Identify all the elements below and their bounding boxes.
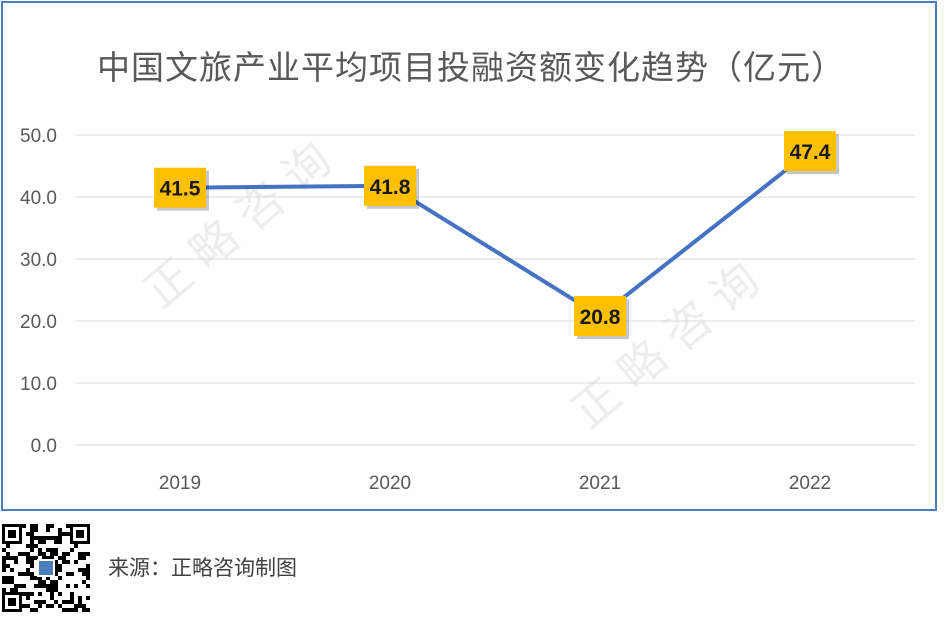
x-tick-label: 2019 bbox=[159, 473, 201, 494]
data-label-box bbox=[154, 167, 206, 208]
data-label-text: 47.4 bbox=[790, 141, 831, 164]
y-tick-label: 0.0 bbox=[31, 436, 57, 457]
watermark-text: 正略咨询 bbox=[561, 243, 780, 439]
y-tick-label: 30.0 bbox=[20, 250, 57, 271]
data-label: 41.5 bbox=[154, 167, 209, 211]
y-tick-label: 50.0 bbox=[20, 126, 57, 147]
data-label-box bbox=[574, 296, 626, 337]
x-tick-label: 2020 bbox=[369, 473, 411, 494]
watermark-text: 正略咨询 bbox=[133, 123, 352, 319]
source-text: 来源：正略咨询制图 bbox=[108, 556, 297, 580]
data-label-box bbox=[784, 131, 836, 172]
data-label: 47.4 bbox=[784, 131, 839, 175]
y-tick-label: 20.0 bbox=[20, 312, 57, 333]
data-label-text: 41.8 bbox=[370, 176, 411, 199]
y-tick-label: 40.0 bbox=[20, 188, 57, 209]
data-label: 41.8 bbox=[364, 165, 419, 209]
y-tick-label: 10.0 bbox=[20, 374, 57, 395]
series-line bbox=[178, 149, 812, 319]
data-label-box bbox=[364, 165, 416, 206]
qr-code-icon bbox=[2, 524, 90, 612]
data-label-text: 41.5 bbox=[160, 178, 201, 201]
chart-frame: 中国文旅产业平均项目投融资额变化趋势（亿元） 正略咨询 正略咨询 0.0 10.0 20… bbox=[1, 1, 937, 511]
source-row: 来源：正略咨询制图 bbox=[0, 522, 944, 618]
x-tick-label: 2022 bbox=[789, 473, 831, 494]
data-label-text: 20.8 bbox=[580, 306, 621, 329]
data-label: 20.8 bbox=[574, 296, 629, 340]
chart-title: 中国文旅产业平均项目投融资额变化趋势（亿元） bbox=[97, 48, 845, 87]
x-tick-label: 2021 bbox=[579, 473, 621, 494]
